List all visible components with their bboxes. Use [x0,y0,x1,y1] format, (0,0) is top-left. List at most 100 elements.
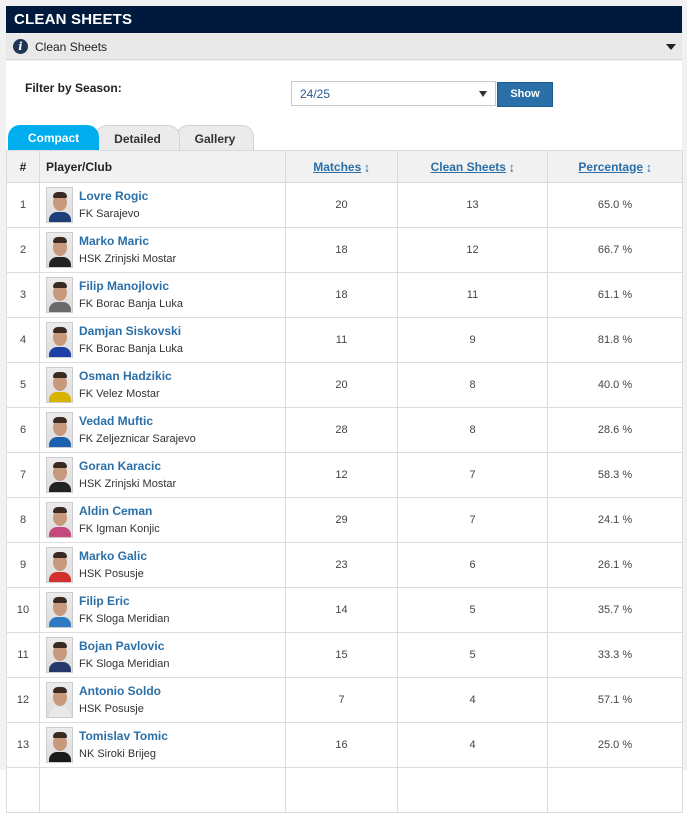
tab-compact[interactable]: Compact [8,125,99,151]
player-shirt [49,302,71,312]
player-shirt [49,572,71,582]
player-name-link[interactable]: Damjan Siskovski [79,324,182,338]
rank-cell: 6 [6,407,40,453]
percentage-cell: 25.0 % [547,722,683,768]
matches-cell: 14 [285,587,398,633]
player-name-link[interactable]: Aldin Ceman [79,504,153,518]
rank-cell: 1 [6,182,40,228]
matches-cell: 23 [285,542,398,588]
player-hair [53,687,67,693]
player-cell: Damjan Siskovski FK Borac Banja Luka [39,317,286,363]
column-header-percentage[interactable]: Percentage ↨ [547,150,683,183]
player-hair [53,552,67,558]
player-name-link[interactable]: Antonio Soldo [79,684,161,698]
player-photo [46,592,73,628]
clean-sheets-cell: 9 [397,317,548,363]
player-cell: Filip Manojlovic FK Borac Banja Luka [39,272,286,318]
matches-cell: 15 [285,632,398,678]
player-cell: Marko Galic HSK Posusje [39,542,286,588]
column-header-percentage-label[interactable]: Percentage [578,159,644,174]
player-name-link[interactable]: Tomislav Tomic [79,729,168,743]
clean-sheets-cell: 5 [397,587,548,633]
player-cell [39,767,286,813]
clean-sheets-cell: 8 [397,407,548,453]
sort-icon[interactable]: ↨ [364,161,370,174]
club-name: HSK Zrinjski Mostar [79,253,177,265]
matches-cell: 29 [285,497,398,543]
club-name: FK Igman Konjic [79,523,160,535]
table-row: 2 Marko Maric HSK Zrinjski Mostar 18 12 66.7 … [6,227,683,273]
sort-icon[interactable]: ↨ [646,161,652,174]
player-hair [53,372,67,378]
player-head [53,374,67,391]
club-name: HSK Posusje [79,568,144,580]
section-header[interactable]: i Clean Sheets [6,34,682,60]
player-shirt [49,662,71,672]
sort-icon[interactable]: ↨ [508,161,515,174]
player-photo [46,322,73,358]
player-hair [53,237,67,243]
clean-sheets-cell: 5 [397,632,548,678]
show-button[interactable]: Show [497,82,553,107]
info-icon[interactable]: i [13,39,28,54]
player-head [53,599,67,616]
season-select[interactable]: 24/25 [291,81,496,106]
chevron-down-icon[interactable] [666,44,676,50]
player-hair [53,507,67,513]
percentage-cell: 61.1 % [547,272,683,318]
player-name-link[interactable]: Vedad Muftic [79,414,154,428]
percentage-cell: 58.3 % [547,452,683,498]
player-hair [53,282,67,288]
player-name-link[interactable]: Marko Galic [79,549,148,563]
table-row: 10 Filip Eric FK Sloga Meridian 14 5 35.7 % [6,587,683,633]
player-head [53,329,67,346]
matches-cell: 20 [285,182,398,228]
player-name-link[interactable]: Bojan Pavlovic [79,639,165,653]
player-cell: Osman Hadzikic FK Velez Mostar [39,362,286,408]
player-hair [53,597,67,603]
percentage-cell: 33.3 % [547,632,683,678]
clean-sheets-cell: 12 [397,227,548,273]
clean-sheets-cell: 13 [397,182,548,228]
rank-cell: 13 [6,722,40,768]
table-row: 5 Osman Hadzikic FK Velez Mostar 20 8 40.0 % [6,362,683,408]
column-header-clean-sheets[interactable]: Clean Sheets ↨ [397,150,548,183]
player-cell: Marko Maric HSK Zrinjski Mostar [39,227,286,273]
table-row: 4 Damjan Siskovski FK Borac Banja Luka 11 9 8… [6,317,683,363]
column-header-clean-sheets-label[interactable]: Clean Sheets [430,159,506,174]
rank-cell: 7 [6,452,40,498]
player-name-link[interactable]: Marko Maric [79,234,150,248]
player-head [53,284,67,301]
column-header-matches[interactable]: Matches ↨ [285,150,398,183]
club-name: FK Sloga Meridian [79,658,170,670]
player-head [53,239,67,256]
column-header-player: Player/Club [39,150,286,183]
player-name-link[interactable]: Filip Manojlovic [79,279,170,293]
player-photo [46,547,73,583]
club-name: FK Borac Banja Luka [79,298,183,310]
matches-cell: 18 [285,272,398,318]
player-photo [46,457,73,493]
player-name-link[interactable]: Filip Eric [79,594,130,608]
percentage-cell: 40.0 % [547,362,683,408]
player-hair [53,642,67,648]
table-row: 12 Antonio Soldo HSK Posusje 7 4 57.1 % [6,677,683,723]
rank-cell: 10 [6,587,40,633]
matches-cell: 11 [285,317,398,363]
player-shirt [49,257,71,267]
player-photo [46,277,73,313]
player-shirt [49,212,71,222]
table-row: 9 Marko Galic HSK Posusje 23 6 26.1 % [6,542,683,588]
clean-sheets-cell: 4 [397,677,548,723]
season-value: 24/25 [300,87,331,101]
player-name-link[interactable]: Osman Hadzikic [79,369,172,383]
tab-detailed[interactable]: Detailed [95,125,180,151]
player-shirt [49,617,71,627]
rank-cell [6,767,40,813]
tab-gallery[interactable]: Gallery [176,125,254,151]
column-header-matches-label[interactable]: Matches [313,159,362,174]
clean-sheets-cell: 6 [397,542,548,588]
club-name: HSK Posusje [79,703,144,715]
player-name-link[interactable]: Goran Karacic [79,459,162,473]
player-name-link[interactable]: Lovre Rogic [79,189,149,203]
